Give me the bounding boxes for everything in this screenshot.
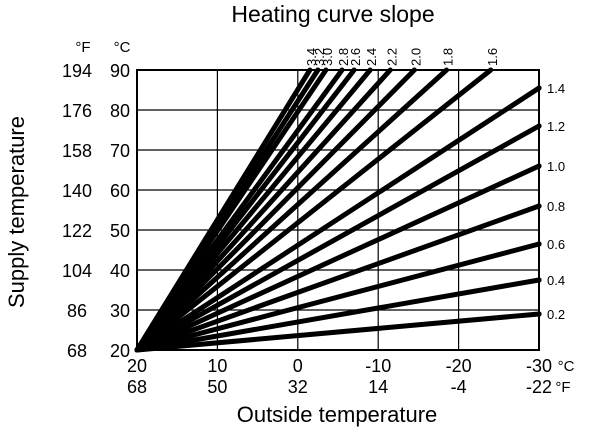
- curve-labels: 3.43.23.0 2.82.6 2.4 2.2 2.0 1.8 1.6 1.4 1.2 1.0 0…: [304, 48, 565, 322]
- y-unit-c: °C: [114, 39, 131, 56]
- curve-end-dot: [536, 123, 542, 129]
- x-tick-labels-f: 68 50 32 14 -4 -22: [127, 377, 552, 397]
- curve-label-0-2: 0.2: [547, 307, 565, 322]
- curve-end-dot: [536, 163, 542, 169]
- x-unit-c: °C: [558, 358, 575, 375]
- x-axis-title: Outside temperature: [237, 402, 438, 427]
- curve-label-2-2: 2.2: [384, 48, 399, 66]
- curve-line-1-6: [134, 67, 494, 353]
- curve-line-0-4: [134, 277, 542, 353]
- y-tick-label-f: 86: [67, 301, 87, 321]
- curve-line-0-2: [134, 311, 542, 353]
- curve-label-1-0: 1.0: [547, 159, 565, 174]
- curve-end-dot: [536, 203, 542, 209]
- y-tick-label-f: 122: [62, 221, 92, 241]
- chart-title: Heating curve slope: [231, 1, 434, 27]
- x-tick-label-f: 50: [207, 377, 227, 397]
- y-tick-label-c: 70: [110, 141, 130, 161]
- curve-line-2-2: [134, 67, 393, 353]
- y-tick-label-f: 194: [62, 61, 92, 81]
- curve-end-dot: [536, 311, 542, 317]
- x-tick-label-f: 68: [127, 377, 147, 397]
- plot-frame: [136, 69, 540, 351]
- x-unit-f: °F: [555, 379, 570, 396]
- y-tick-label-c: 90: [110, 61, 130, 81]
- y-tick-label-f: 68: [67, 341, 87, 361]
- y-tick-label-c: 20: [110, 341, 130, 361]
- curve-label-0-4: 0.4: [547, 273, 565, 288]
- curves: [134, 67, 542, 353]
- y-unit-f: °F: [75, 39, 90, 56]
- curve-label-0-6: 0.6: [547, 237, 565, 252]
- curve-line-1-4: [134, 85, 542, 353]
- curve-label-2-0: 2.0: [408, 48, 423, 66]
- curve-label-3-0: 3.0: [320, 48, 335, 66]
- curve-label-3-2: 3.2: [312, 48, 327, 66]
- curve-label-1-6: 1.6: [485, 48, 500, 66]
- x-tick-label-c: 0: [293, 356, 303, 376]
- y-tick-labels-f: 68 86 104 122 140 158 176 194: [62, 61, 92, 361]
- y-tick-label-c: 50: [110, 221, 130, 241]
- curve-line-1-2: [134, 123, 542, 353]
- x-tick-label-f: 14: [368, 377, 388, 397]
- y-tick-label-c: 30: [110, 301, 130, 321]
- curve-label-2-4: 2.4: [364, 48, 379, 66]
- curve-end-dot: [536, 85, 542, 91]
- curve-line-1-0: [134, 163, 542, 353]
- x-tick-label-c: 20: [127, 356, 147, 376]
- y-tick-label-c: 80: [110, 101, 130, 121]
- x-tick-labels-c: 20 10 0 -10 -20 -30: [127, 356, 552, 376]
- y-tick-label-f: 176: [62, 101, 92, 121]
- curve-label-1-4: 1.4: [547, 81, 565, 96]
- y-tick-label-f: 140: [62, 181, 92, 201]
- y-tick-label-c: 40: [110, 261, 130, 281]
- curve-line-0-6: [134, 241, 542, 353]
- x-tick-label-c: -20: [446, 356, 472, 376]
- x-tick-label-c: -10: [365, 356, 391, 376]
- x-tick-label-c: 10: [207, 356, 227, 376]
- x-tick-label-c: -30: [526, 356, 552, 376]
- curve-line-1-8: [134, 67, 450, 353]
- x-tick-label-f: 32: [288, 377, 308, 397]
- y-tick-label-f: 104: [62, 261, 92, 281]
- curve-line-2-0: [134, 67, 417, 353]
- curve-end-dot: [536, 277, 542, 283]
- y-tick-label-f: 158: [62, 141, 92, 161]
- x-tick-label-f: -4: [451, 377, 467, 397]
- y-tick-labels-c: 20 30 40 50 60 70 80 90: [110, 61, 130, 361]
- curve-label-0-8: 0.8: [547, 199, 565, 214]
- y-axis-title: Supply temperature: [4, 116, 29, 308]
- curve-line-0-8: [134, 203, 542, 353]
- curve-label-2-8: 2.8: [336, 48, 351, 66]
- curve-label-1-2: 1.2: [547, 119, 565, 134]
- x-tick-label-f: -22: [526, 377, 552, 397]
- y-tick-label-c: 60: [110, 181, 130, 201]
- curve-label-2-6: 2.6: [348, 48, 363, 66]
- curve-end-dot: [536, 241, 542, 247]
- curve-label-3-4: 3.4: [304, 48, 319, 66]
- curve-label-1-8: 1.8: [441, 48, 456, 66]
